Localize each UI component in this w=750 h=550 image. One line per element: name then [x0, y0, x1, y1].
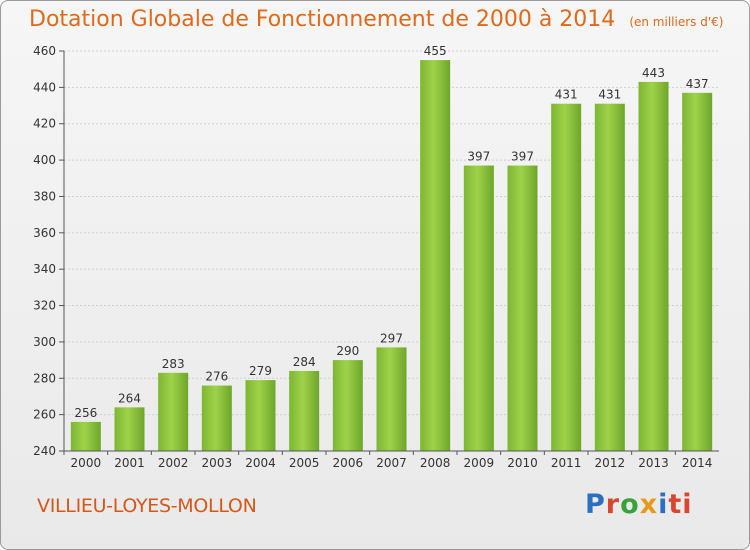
- logo-letter: P: [585, 489, 606, 520]
- y-tick-label: 380: [33, 189, 56, 203]
- bar: [289, 371, 320, 451]
- city-name: VILLIEU-LOYES-MOLLON: [37, 495, 257, 517]
- bar: [70, 421, 101, 451]
- bar-value-label: 290: [336, 344, 359, 358]
- bars: 256 264 283 276 279 284 290 297 455 397 397 431 431 4…: [70, 44, 713, 452]
- x-tick-label: 2010: [507, 456, 538, 470]
- x-tick-label: 2012: [595, 456, 626, 470]
- chart-title-text: Dotation Globale de Fonctionnement de 20…: [29, 7, 616, 32]
- bar-value-label: 283: [162, 357, 185, 371]
- x-tick-label: 2014: [682, 456, 713, 470]
- bar: [201, 385, 232, 451]
- bar: [420, 60, 451, 451]
- y-tick-label: 360: [33, 226, 56, 240]
- x-tick-label: 2000: [71, 456, 102, 470]
- bar-value-label: 284: [293, 355, 316, 369]
- bar: [376, 347, 407, 451]
- chart-title: Dotation Globale de Fonctionnement de 20…: [29, 7, 723, 32]
- x-tick-label: 2002: [158, 456, 189, 470]
- y-tick-label: 440: [33, 80, 56, 94]
- y-tick-label: 240: [33, 444, 56, 458]
- bar-value-label: 443: [642, 66, 665, 80]
- logo-letter: o: [620, 489, 640, 520]
- bar: [682, 92, 713, 452]
- bar-value-label: 256: [74, 406, 97, 420]
- logo-letter: i: [658, 489, 669, 520]
- bar: [463, 165, 494, 451]
- bar-value-label: 297: [380, 331, 403, 345]
- x-tick-label: 2004: [245, 456, 276, 470]
- x-tick-label: 2005: [289, 456, 320, 470]
- bar: [638, 81, 669, 451]
- x-tick-label: 2009: [464, 456, 495, 470]
- x-tick-label: 2011: [551, 456, 582, 470]
- bar-value-label: 437: [686, 77, 709, 91]
- bar: [158, 372, 189, 451]
- axes: 240 260 280 300 320 340 360 380 400 420 440 460 2000…: [33, 44, 719, 470]
- logo-letter: ti: [668, 489, 693, 520]
- bar-value-label: 431: [598, 88, 621, 102]
- logo-letter: x: [639, 489, 659, 520]
- bar-value-label: 431: [555, 88, 578, 102]
- x-tick-label: 2006: [333, 456, 364, 470]
- bar-value-label: 264: [118, 391, 141, 405]
- bar-value-label: 397: [511, 150, 534, 164]
- y-tick-label: 460: [33, 44, 56, 58]
- x-tick-label: 2007: [376, 456, 407, 470]
- logo-letter: r: [605, 489, 621, 520]
- y-tick-label: 320: [33, 299, 56, 313]
- y-tick-label: 260: [33, 408, 56, 422]
- bar: [332, 360, 363, 451]
- x-tick-label: 2001: [114, 456, 145, 470]
- bar-value-label: 276: [205, 370, 228, 384]
- x-tick-label: 2013: [638, 456, 669, 470]
- y-tick-label: 280: [33, 371, 56, 385]
- x-tick-label: 2003: [202, 456, 233, 470]
- bar: [114, 407, 145, 451]
- proxiti-logo[interactable]: Proxiti: [585, 489, 693, 520]
- y-tick-label: 300: [33, 335, 56, 349]
- bar-value-label: 397: [467, 150, 490, 164]
- bar: [507, 165, 538, 451]
- x-tick-label: 2008: [420, 456, 451, 470]
- y-tick-label: 400: [33, 153, 56, 167]
- bar: [594, 103, 625, 452]
- bar-value-label: 455: [424, 44, 447, 58]
- bar-value-label: 279: [249, 364, 272, 378]
- chart-subtitle: (en milliers d'€): [629, 15, 724, 29]
- y-tick-label: 340: [33, 262, 56, 276]
- bar: [551, 103, 582, 452]
- bar: [245, 380, 276, 451]
- y-tick-label: 420: [33, 117, 56, 131]
